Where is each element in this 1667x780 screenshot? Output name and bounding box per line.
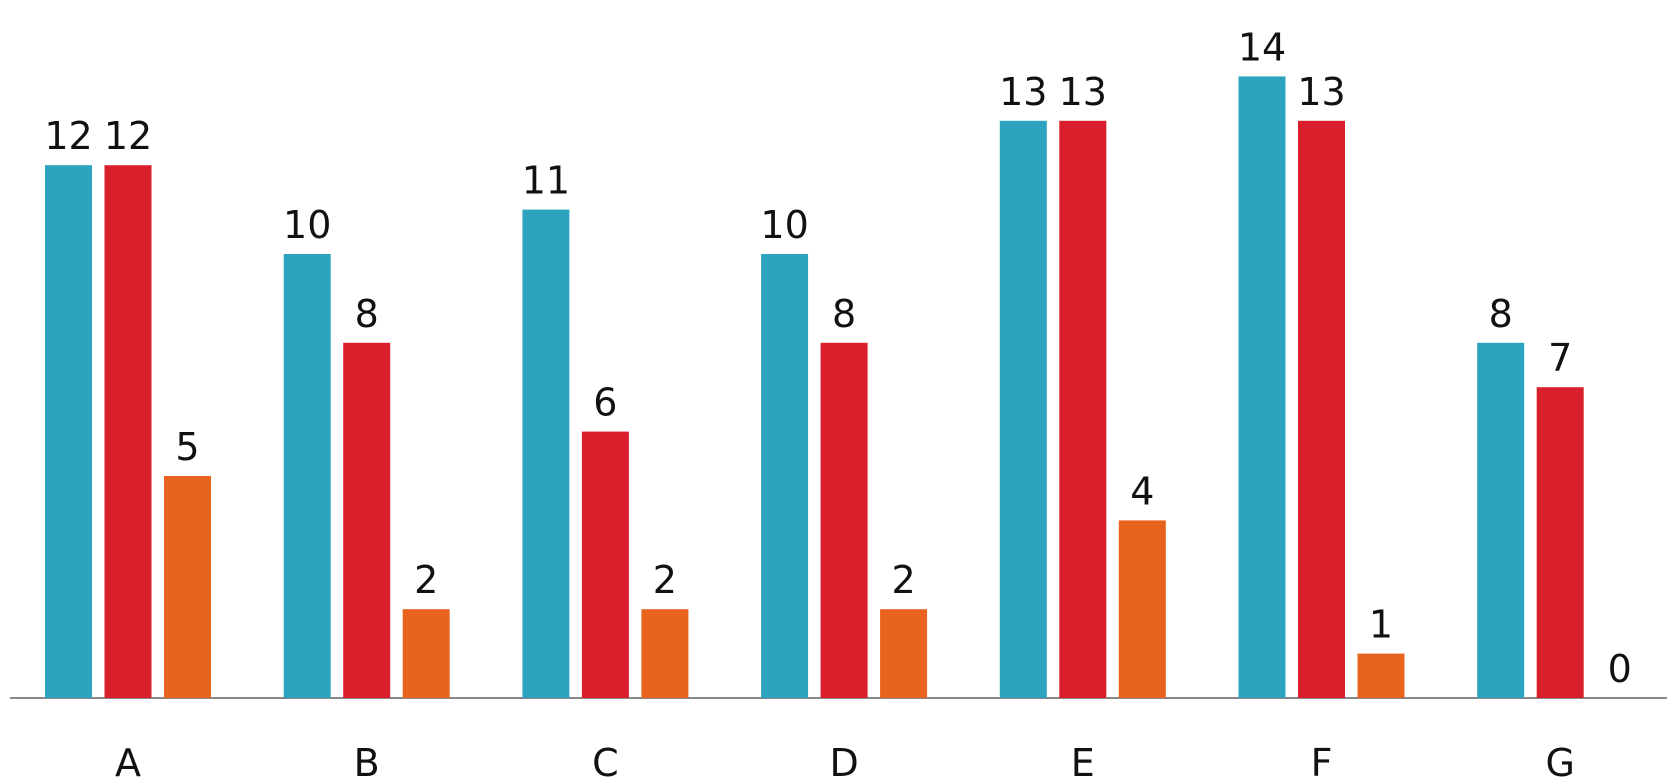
value-label-b-s3: 2 <box>414 558 438 602</box>
value-label-d-s1: 10 <box>760 203 808 247</box>
bar-b-s1 <box>283 254 331 698</box>
bar-d-s1 <box>761 254 809 698</box>
bar-c-s1 <box>522 209 570 698</box>
value-label-e-s3: 4 <box>1130 469 1154 513</box>
bars-group <box>45 76 1584 699</box>
bar-b-s2 <box>343 342 391 698</box>
bar-a-s2 <box>104 165 152 698</box>
value-label-b-s2: 8 <box>355 292 379 336</box>
value-label-d-s3: 2 <box>892 558 916 602</box>
value-label-a-s3: 5 <box>175 425 199 469</box>
value-label-c-s3: 2 <box>653 558 677 602</box>
bar-g-s2 <box>1536 387 1584 698</box>
value-label-e-s1: 13 <box>999 70 1047 114</box>
bar-d-s2 <box>820 342 868 698</box>
bar-c-s3 <box>641 609 689 698</box>
value-label-g-s1: 8 <box>1489 292 1513 336</box>
category-label-e: E <box>1071 741 1095 780</box>
value-label-a-s1: 12 <box>44 114 92 158</box>
bar-e-s1 <box>999 120 1047 699</box>
bar-g-s1 <box>1477 342 1525 698</box>
category-label-c: C <box>592 741 619 780</box>
bar-d-s3 <box>880 609 928 698</box>
value-label-c-s1: 11 <box>522 159 570 203</box>
bar-e-s2 <box>1059 120 1107 699</box>
value-label-g-s3: 0 <box>1608 647 1632 691</box>
value-label-d-s2: 8 <box>832 292 856 336</box>
bar-a-s3 <box>164 476 211 698</box>
value-label-e-s2: 13 <box>1059 70 1107 114</box>
category-label-b: B <box>354 741 380 780</box>
bar-a-s1 <box>45 165 92 698</box>
category-label-d: D <box>829 741 858 780</box>
value-label-a-s2: 12 <box>104 114 152 158</box>
value-label-c-s2: 6 <box>593 381 617 425</box>
bar-e-s3 <box>1118 520 1166 698</box>
bar-f-s1 <box>1238 76 1286 698</box>
value-label-f-s1: 14 <box>1238 25 1286 69</box>
value-label-f-s3: 1 <box>1369 603 1393 647</box>
bar-c-s2 <box>581 431 629 698</box>
category-label-g: G <box>1545 741 1574 780</box>
bar-f-s3 <box>1357 653 1405 698</box>
category-labels-group: A B C D E F G <box>115 741 1575 780</box>
category-label-f: F <box>1311 741 1333 780</box>
value-label-b-s1: 10 <box>283 203 331 247</box>
category-label-a: A <box>115 741 141 780</box>
value-label-g-s2: 7 <box>1548 336 1572 380</box>
bar-f-s2 <box>1298 120 1345 699</box>
bar-b-s3 <box>402 609 450 698</box>
value-label-f-s2: 13 <box>1297 70 1345 114</box>
